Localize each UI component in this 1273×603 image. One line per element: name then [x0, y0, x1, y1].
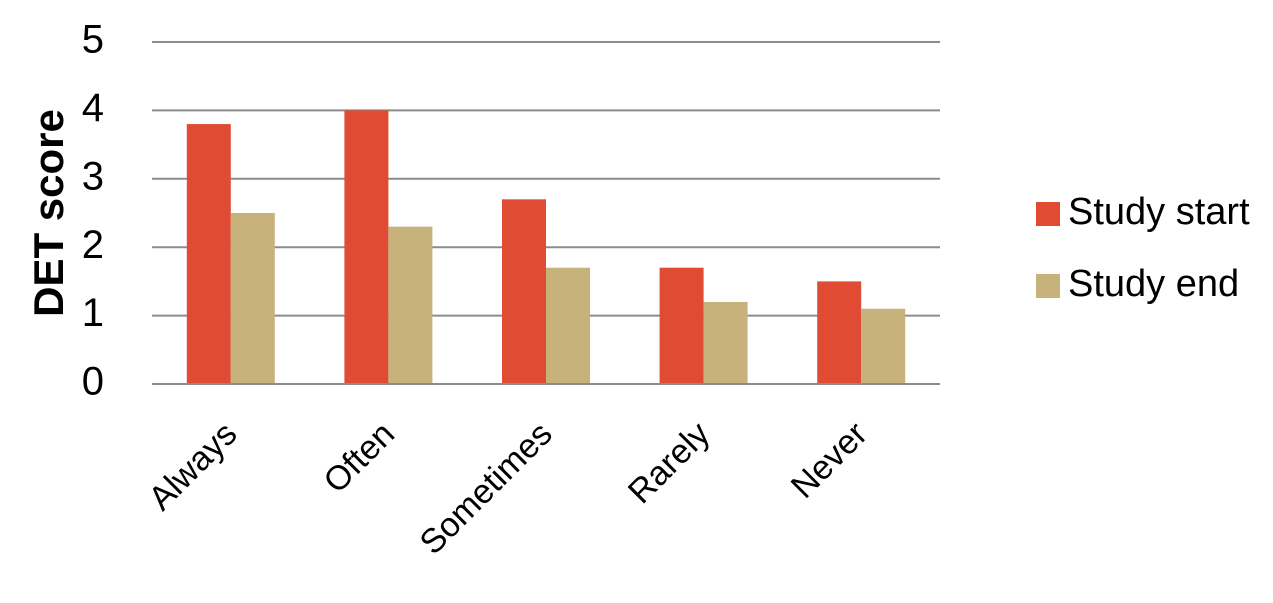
- x-tick-label: Rarely: [621, 415, 717, 511]
- y-tick-labels: 0 1 2 3 4 5: [82, 18, 104, 404]
- legend-label: Study start: [1068, 191, 1250, 233]
- y-tick-label: 2: [82, 223, 104, 267]
- legend-label: Study end: [1068, 263, 1239, 305]
- x-tick-label: Sometimes: [413, 415, 560, 562]
- bars: [186, 110, 906, 385]
- bar-study-start-always: [186, 124, 231, 384]
- x-tick-label: Never: [784, 415, 875, 506]
- y-tick-label: 1: [82, 291, 104, 335]
- gridlines: [152, 41, 940, 317]
- bar-study-end-never: [861, 308, 906, 384]
- bar-study-end-sometimes: [546, 267, 590, 384]
- legend-swatch: [1036, 202, 1060, 226]
- y-tick-label: 4: [82, 86, 104, 130]
- y-tick-label: 0: [82, 360, 104, 404]
- x-tick-label: Often: [316, 415, 402, 501]
- y-tick-label: 3: [82, 154, 104, 198]
- bar-study-end-rarely: [703, 301, 748, 384]
- x-tick-label: Always: [141, 415, 244, 518]
- bar-study-end-often: [388, 226, 433, 384]
- bar-study-start-rarely: [659, 267, 704, 384]
- y-tick-label: 5: [82, 18, 104, 62]
- x-tick-labels: Always Often Sometimes Rarely Never: [141, 415, 874, 562]
- y-axis-label: DET score: [25, 109, 72, 317]
- legend: Study start Study end: [1036, 191, 1250, 305]
- bar-study-start-often: [344, 110, 389, 385]
- legend-swatch: [1036, 274, 1060, 298]
- bar-study-end-always: [230, 213, 275, 384]
- bar-study-start-sometimes: [502, 199, 546, 384]
- bar-study-start-never: [817, 281, 862, 384]
